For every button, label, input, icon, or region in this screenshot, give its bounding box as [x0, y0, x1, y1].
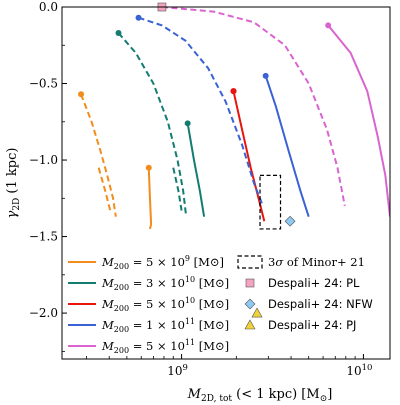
- observation-box: [259, 174, 282, 230]
- observation-triangle-marker: [251, 307, 263, 318]
- series-1-solid-line: [186, 123, 206, 217]
- series-2-solid-line: [232, 90, 266, 222]
- legend-marker-label-1: Despali+ 24: NFW: [268, 297, 373, 311]
- observation-diamond-marker: [284, 215, 296, 227]
- series-4-solid-line: [327, 24, 390, 217]
- legend: M200 = 5 × 109 [M⊙] M200 = 3 × 1010 [M⊙] M…: [68, 254, 373, 355]
- legend-square-marker: [245, 278, 255, 288]
- y-tick-label-3: −1.5: [29, 230, 58, 244]
- series-3: [135, 14, 310, 217]
- legend-label-3: M200 = 1 × 1011 [M⊙]: [101, 317, 229, 334]
- legend-label-4: M200 = 5 × 1011 [M⊙]: [101, 338, 229, 355]
- series-1-solid-start-point: [184, 120, 191, 127]
- y-tick-label-4: −2.0: [29, 306, 58, 320]
- x-tick-label-1: 1010: [346, 363, 372, 378]
- legend-diamond-marker: [244, 298, 256, 310]
- series-0-start-point: [78, 91, 85, 98]
- legend-marker-label-0: Despali+ 24: PL: [268, 276, 360, 290]
- series-2: [230, 88, 266, 222]
- legend-box-swatch: [237, 255, 263, 269]
- series-1-dashed-line: [117, 32, 188, 217]
- legend-marker-label-2: Despali+ 24: PJ: [268, 318, 356, 332]
- y-tick-label-2: −1.0: [29, 153, 58, 167]
- x-axis-label: M2D, tot (< 1 kpc) [M⊙]: [187, 387, 333, 404]
- legend-triangle-marker: [244, 319, 256, 330]
- y-axis-label: γ2D (1 kpc): [5, 148, 22, 219]
- plot-frame: [61, 6, 391, 360]
- series-0-dashed-branch: [97, 167, 112, 211]
- series-3-solid-start-point: [262, 72, 269, 79]
- series-4-dashed-line: [161, 7, 346, 207]
- series-1: [115, 30, 206, 217]
- series-4: [158, 7, 390, 217]
- series-3-solid-line: [264, 75, 310, 217]
- series-1-dashed-branch: [172, 167, 183, 211]
- series-0-solid-start-point: [145, 164, 152, 171]
- legend-box-label: 3σ of Minor+ 21: [268, 255, 365, 269]
- series-4-solid-start-point: [325, 22, 332, 29]
- axis-ticks: 0.0 −0.5 −1.0 −1.5 −2.0 109 1010: [29, 0, 373, 378]
- series-0-dashed-line: [80, 93, 117, 217]
- series-3-dashed-line: [138, 16, 264, 207]
- series-3-start-point: [135, 14, 142, 21]
- y-tick-label-0: 0.0: [39, 0, 58, 14]
- legend-label-1: M200 = 3 × 1010 [M⊙]: [101, 275, 229, 292]
- plot-area: [78, 2, 390, 318]
- legend-label-2: M200 = 5 × 1010 [M⊙]: [101, 296, 229, 313]
- plot-series-group: [78, 7, 390, 230]
- series-2-solid-start-point: [230, 88, 237, 95]
- y-tick-label-1: −0.5: [29, 77, 58, 91]
- legend-label-0: M200 = 5 × 109 [M⊙]: [101, 254, 224, 271]
- x-tick-label-0: 109: [167, 363, 188, 378]
- series-0: [78, 91, 153, 230]
- series-1-start-point: [115, 30, 122, 37]
- series-0-solid-line: [147, 167, 153, 230]
